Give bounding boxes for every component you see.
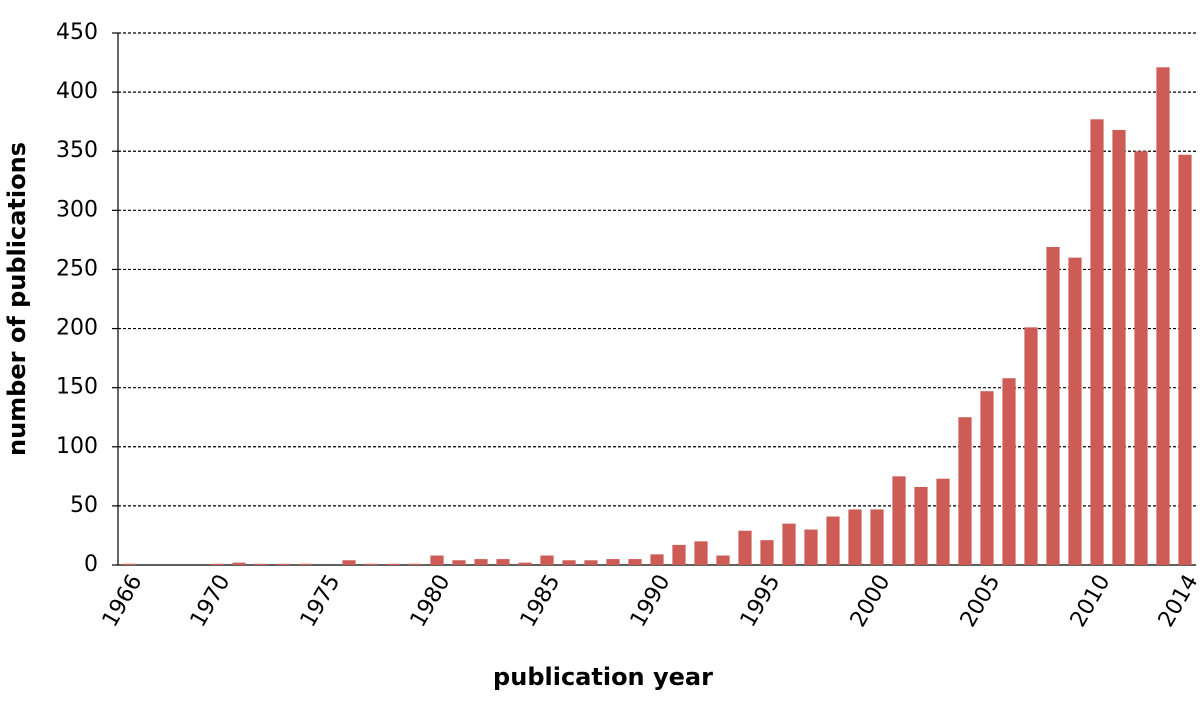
bar — [760, 540, 774, 565]
bar — [1090, 119, 1104, 566]
bar — [1068, 257, 1082, 565]
bar — [936, 478, 950, 565]
bar — [672, 544, 686, 565]
bar — [716, 555, 730, 565]
bar — [518, 562, 532, 565]
bar — [826, 516, 840, 565]
x-tick-label: 1970 — [186, 571, 236, 632]
y-tick-label: 350 — [56, 138, 98, 163]
y-tick-label: 400 — [56, 79, 98, 104]
y-tick-label: 300 — [56, 197, 98, 222]
bar — [1156, 67, 1170, 565]
bar — [562, 560, 576, 565]
bar — [1134, 151, 1148, 565]
bar — [342, 560, 356, 565]
bar — [1178, 154, 1192, 565]
bar — [1112, 129, 1126, 566]
y-tick-label: 50 — [70, 493, 98, 518]
bar — [870, 509, 884, 565]
bar — [430, 555, 444, 565]
bar — [584, 560, 598, 565]
bar — [958, 417, 972, 565]
bar — [1024, 327, 1038, 565]
y-tick-label: 100 — [56, 434, 98, 459]
x-axis-label: publication year — [493, 663, 713, 691]
y-axis-label: number of publications — [3, 142, 31, 456]
x-tick-label: 1995 — [736, 571, 786, 632]
bar — [628, 559, 642, 565]
bar — [848, 509, 862, 565]
bar — [276, 563, 290, 565]
y-tick-label: 0 — [84, 552, 98, 577]
bar — [408, 563, 422, 565]
bar — [210, 563, 224, 565]
bar — [1046, 246, 1060, 565]
bar — [650, 554, 664, 565]
bar — [496, 559, 510, 565]
bar — [694, 541, 708, 565]
bar — [122, 563, 136, 565]
x-tick-label: 1966 — [98, 571, 148, 632]
bar — [980, 391, 994, 565]
bar — [232, 562, 246, 565]
x-tick-label: 2000 — [846, 571, 896, 632]
bar — [474, 559, 488, 565]
bar — [254, 563, 268, 565]
x-tick-label: 1980 — [406, 571, 456, 632]
x-tick-label: 1985 — [516, 571, 566, 632]
bar — [914, 486, 928, 565]
bar — [738, 530, 752, 565]
bar — [892, 476, 906, 565]
x-tick-label: 2014 — [1154, 571, 1200, 632]
bar — [386, 563, 400, 565]
y-tick-label: 450 — [56, 20, 98, 45]
y-tick-label: 250 — [56, 256, 98, 281]
bar — [1002, 378, 1016, 565]
bar — [606, 559, 620, 565]
bar — [804, 529, 818, 565]
bar — [364, 563, 378, 565]
y-tick-label: 200 — [56, 316, 98, 341]
bar — [540, 555, 554, 565]
x-tick-label: 2005 — [956, 571, 1006, 632]
y-tick-label: 150 — [56, 375, 98, 400]
bar — [298, 563, 312, 565]
bar — [782, 523, 796, 565]
x-tick-label: 2010 — [1066, 571, 1116, 632]
x-tick-label: 1990 — [626, 571, 676, 632]
bar — [452, 560, 466, 565]
x-tick-label: 1975 — [296, 571, 346, 632]
